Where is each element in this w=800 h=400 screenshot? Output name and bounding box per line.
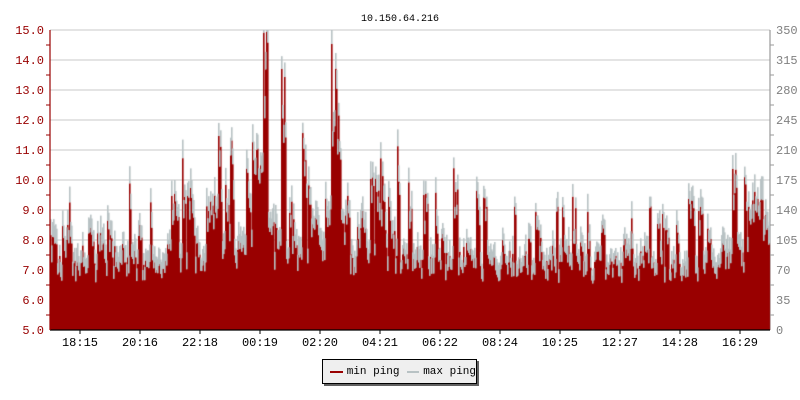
svg-text:18:15: 18:15 — [62, 336, 98, 350]
svg-text:5.0: 5.0 — [22, 324, 44, 338]
svg-text:10.0: 10.0 — [15, 174, 44, 188]
svg-text:175: 175 — [776, 174, 798, 188]
svg-text:245: 245 — [776, 114, 798, 128]
svg-text:13.0: 13.0 — [15, 84, 44, 98]
svg-text:140: 140 — [776, 204, 798, 218]
svg-text:280: 280 — [776, 84, 798, 98]
svg-text:20:16: 20:16 — [122, 336, 158, 350]
svg-text:12.0: 12.0 — [15, 114, 44, 128]
svg-text:16:29: 16:29 — [722, 336, 758, 350]
svg-text:9.0: 9.0 — [22, 204, 44, 218]
svg-text:12:27: 12:27 — [602, 336, 638, 350]
svg-text:08:24: 08:24 — [482, 336, 518, 350]
svg-text:22:18: 22:18 — [182, 336, 218, 350]
svg-text:11.0: 11.0 — [15, 144, 44, 158]
svg-text:105: 105 — [776, 234, 798, 248]
svg-text:6.0: 6.0 — [22, 294, 44, 308]
svg-text:7.0: 7.0 — [22, 264, 44, 278]
svg-text:315: 315 — [776, 54, 798, 68]
svg-text:10:25: 10:25 — [542, 336, 578, 350]
svg-text:0: 0 — [776, 324, 783, 338]
svg-text:06:22: 06:22 — [422, 336, 458, 350]
svg-text:8.0: 8.0 — [22, 234, 44, 248]
svg-text:350: 350 — [776, 24, 798, 38]
svg-text:15.0: 15.0 — [15, 24, 44, 38]
svg-text:14:28: 14:28 — [662, 336, 698, 350]
svg-text:70: 70 — [776, 264, 790, 278]
svg-text:14.0: 14.0 — [15, 54, 44, 68]
svg-text:00:19: 00:19 — [242, 336, 278, 350]
svg-text:35: 35 — [776, 294, 790, 308]
svg-text:02:20: 02:20 — [302, 336, 338, 350]
svg-text:210: 210 — [776, 144, 798, 158]
svg-text:04:21: 04:21 — [362, 336, 398, 350]
